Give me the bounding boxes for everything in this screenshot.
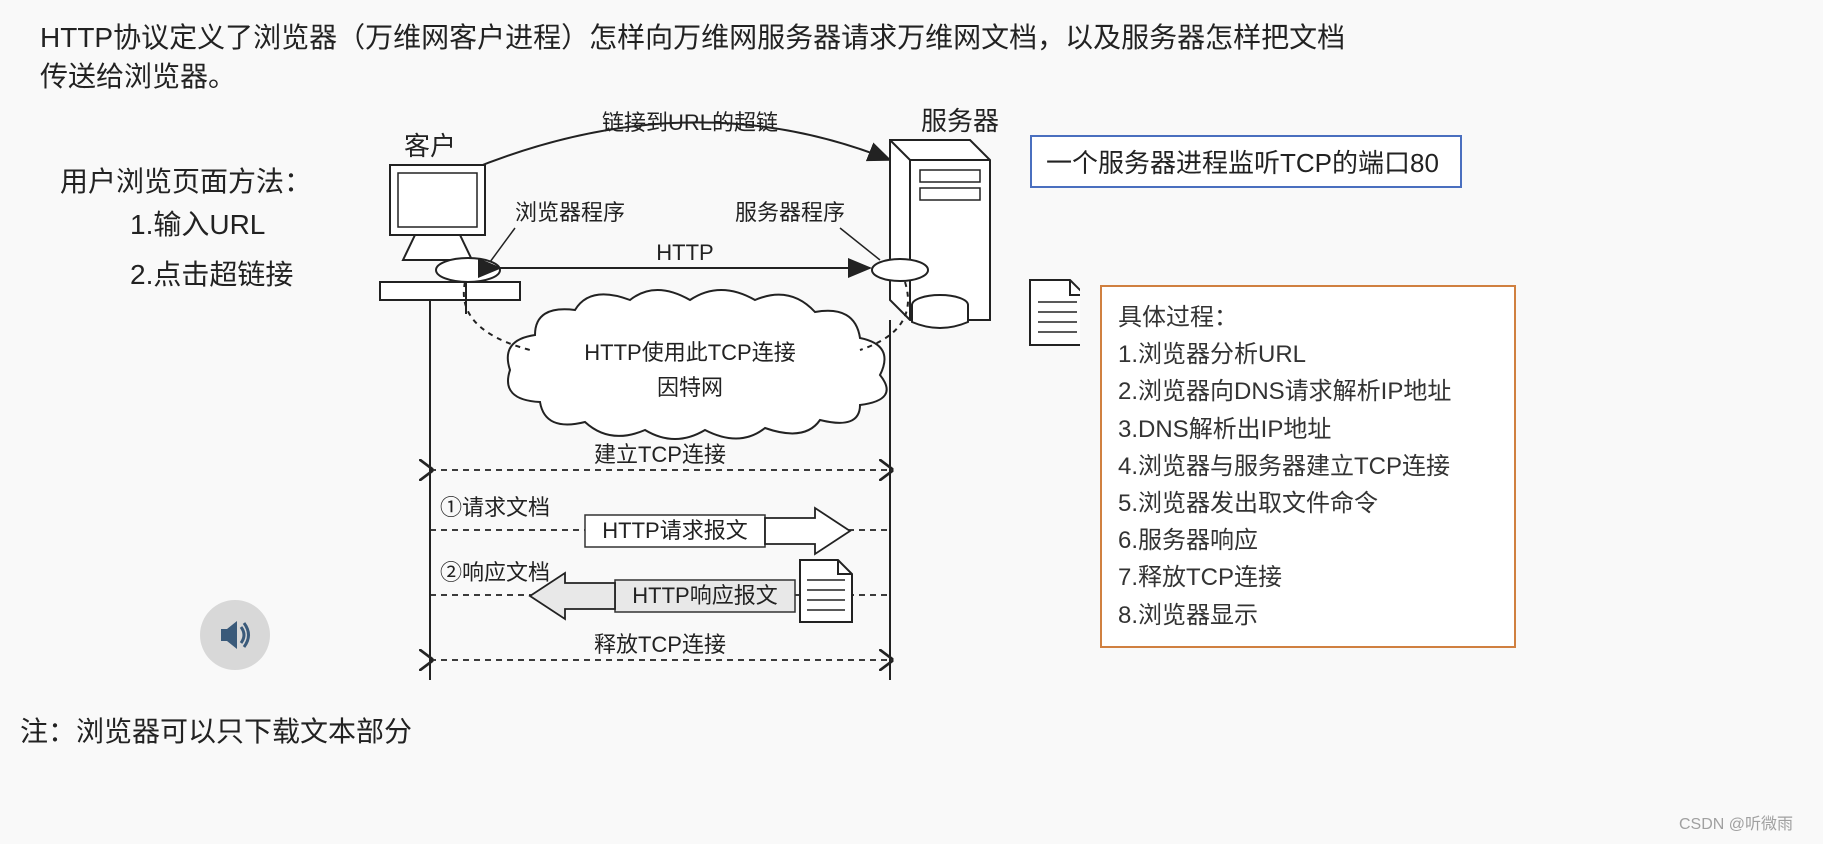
response-doc-icon: [800, 560, 852, 622]
method-item: 1.输入URL: [130, 200, 293, 250]
tcp-release-label: 释放TCP连接: [594, 632, 726, 657]
process-step: 4.浏览器与服务器建立TCP连接: [1118, 448, 1498, 485]
document-icon: [1030, 280, 1080, 345]
process-step: 8.浏览器显示: [1118, 597, 1498, 634]
req-arrow-icon: [765, 508, 850, 554]
process-step: 7.释放TCP连接: [1118, 559, 1498, 596]
process-step: 3.DNS解析出IP地址: [1118, 411, 1498, 448]
method-item: 2.点击超链接: [130, 250, 293, 300]
process-title: 具体过程：: [1118, 299, 1498, 336]
watermark-text: CSDN @听微雨: [1679, 810, 1793, 834]
resp-num-label: ②响应文档: [440, 560, 550, 585]
server-prog-pointer: [840, 228, 880, 260]
server-label: 服务器: [921, 106, 999, 136]
http-diagram: 客户 服务器 链接到URL的超链 浏览器程序 服务器程序 HT: [360, 100, 1080, 700]
intro-text: HTTP协议定义了浏览器（万维网客户进程）怎样向万维网服务器请求万维网文档，以及…: [40, 18, 1360, 96]
server-prog-label: 服务器程序: [735, 200, 845, 225]
footnote: 注：浏览器可以只下载文本部分: [20, 710, 412, 750]
req-msg-label: HTTP请求报文: [602, 518, 747, 543]
process-step: 5.浏览器发出取文件命令: [1118, 485, 1498, 522]
process-step: 1.浏览器分析URL: [1118, 336, 1498, 373]
client-computer-icon: [380, 165, 520, 314]
process-steps-box: 具体过程： 1.浏览器分析URL 2.浏览器向DNS请求解析IP地址 3.DNS…: [1100, 285, 1516, 648]
req-num-label: ①请求文档: [440, 495, 550, 520]
browse-methods-title: 用户浏览页面方法：: [60, 160, 312, 200]
server-port-note: 一个服务器进程监听TCP的端口80: [1030, 135, 1462, 188]
browse-methods-list: 1.输入URL 2.点击超链接: [130, 200, 293, 301]
url-link-label: 链接到URL的超链: [602, 110, 778, 135]
client-label: 客户: [404, 131, 456, 161]
speaker-icon: [200, 600, 270, 670]
http-label: HTTP: [656, 240, 713, 265]
browser-prog-label: 浏览器程序: [515, 200, 625, 225]
process-step: 6.服务器响应: [1118, 522, 1498, 559]
tcp-connect-label: 建立TCP连接: [594, 442, 726, 467]
cloud-line1: HTTP使用此TCP连接: [584, 340, 795, 365]
server-tower-icon: [872, 140, 990, 328]
resp-msg-label: HTTP响应报文: [632, 583, 777, 608]
browser-prog-pointer: [490, 228, 515, 262]
cloud-line2: 因特网: [657, 375, 723, 400]
process-step: 2.浏览器向DNS请求解析IP地址: [1118, 373, 1498, 410]
